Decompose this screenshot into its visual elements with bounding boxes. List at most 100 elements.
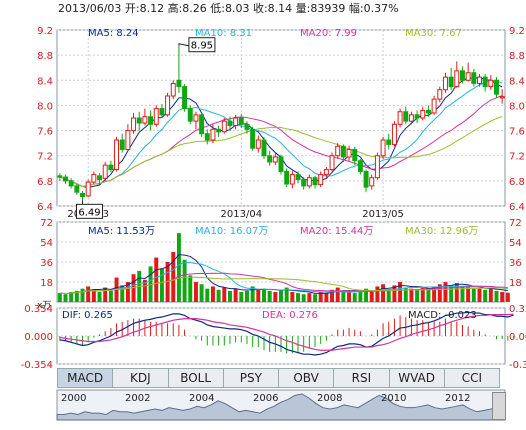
volume-bar	[69, 292, 74, 302]
candle-body	[289, 174, 295, 185]
volume-bar	[205, 288, 210, 302]
volume-bar	[477, 288, 482, 302]
timeline-year: 2000	[61, 393, 86, 404]
price-legend-ma30: MA30: 7.67	[405, 28, 462, 39]
candle-body	[482, 76, 488, 88]
volume-unit: x万	[37, 301, 51, 311]
volume-legend-ma20: MA20: 15.44万	[300, 226, 373, 237]
candle-body	[476, 76, 482, 84]
tab-psy[interactable]: PSY	[223, 368, 279, 388]
candle-body	[233, 117, 239, 127]
annotation-leader	[178, 43, 190, 47]
candle-body	[63, 176, 68, 182]
volume-bar	[182, 259, 187, 302]
dea-line	[59, 313, 514, 351]
volume-bar	[120, 285, 125, 302]
candle-body	[471, 72, 477, 84]
volume-tick-left: 36	[40, 258, 53, 269]
volume-bar	[222, 287, 227, 302]
candle-body	[261, 139, 267, 157]
volume-tick-right: 18	[509, 278, 522, 289]
candle-body	[80, 192, 86, 198]
volume-legend-ma5: MA5: 11.53万	[88, 226, 155, 237]
volume-ma10-line	[59, 261, 508, 295]
volume-bar	[176, 233, 181, 302]
volume-bar	[91, 289, 96, 302]
candle-body	[97, 175, 103, 181]
volume-bar	[103, 287, 108, 302]
volume-bar	[375, 286, 380, 302]
candle-body	[250, 128, 256, 149]
candle-body	[397, 111, 403, 125]
candle-body	[448, 76, 454, 88]
candle-body	[148, 116, 154, 125]
timeline-scroll-handle[interactable]	[492, 392, 506, 420]
volume-bar	[500, 292, 505, 302]
price-tick-right: 7.2	[509, 152, 525, 163]
volume-bar	[505, 292, 510, 302]
volume-bar	[398, 282, 403, 302]
candle-body	[170, 82, 176, 97]
dif-line	[59, 311, 514, 356]
tab-boll[interactable]: BOLL	[168, 368, 224, 388]
volume-bar	[97, 292, 102, 302]
volume-bar	[86, 286, 91, 302]
candle-body	[363, 170, 369, 188]
macd-tick-right: -0.354	[509, 360, 526, 371]
volume-bar	[250, 286, 255, 302]
candle-body	[193, 114, 199, 122]
candle-body	[131, 117, 137, 132]
volume-bar	[125, 282, 130, 302]
macd-tick-left: 0.354	[24, 304, 53, 315]
price-tick-right: 6.4	[509, 202, 525, 213]
volume-bar	[324, 293, 329, 302]
candle-body	[340, 145, 346, 158]
volume-bar	[142, 279, 147, 302]
tab-macd[interactable]: MACD	[57, 368, 114, 388]
macd-tick-right: 0.000	[509, 332, 526, 343]
candle-body	[136, 117, 142, 124]
volume-bar	[471, 288, 476, 302]
volume-bar	[341, 290, 346, 302]
macd-tick-left: 0.000	[24, 332, 53, 343]
tab-kdj[interactable]: KDJ	[113, 368, 169, 388]
tab-obv[interactable]: OBV	[279, 368, 335, 388]
macd-legend-dea: DEA: 0.276	[262, 310, 318, 321]
candle-body	[352, 148, 358, 162]
volume-bar	[466, 287, 471, 302]
tab-wvad[interactable]: WVAD	[389, 368, 445, 388]
candle-body	[57, 175, 63, 178]
volume-bar	[131, 274, 136, 302]
price-tick-left: 8.4	[37, 76, 53, 87]
volume-bar	[460, 286, 465, 302]
volume-bar	[256, 289, 261, 302]
tab-cci[interactable]: CCI	[444, 368, 500, 388]
candle-body	[238, 117, 244, 125]
volume-bar	[108, 290, 113, 302]
volume-bar	[216, 289, 221, 302]
macd-tick-right: 0.354	[509, 304, 526, 315]
candle-body	[199, 114, 205, 135]
volume-bar	[279, 289, 283, 302]
macd-legend-macd: MACD: -0.023	[408, 310, 477, 321]
candle-body	[357, 160, 363, 172]
volume-bar	[409, 288, 414, 302]
candle-body	[102, 164, 108, 179]
volume-bar	[188, 275, 193, 302]
candle-body	[142, 116, 148, 124]
candle-body	[420, 109, 426, 119]
tab-rsi[interactable]: RSI	[334, 368, 390, 388]
volume-bar	[494, 290, 499, 302]
volume-bar	[415, 289, 420, 302]
candle-body	[408, 114, 414, 122]
candle-body	[403, 111, 409, 122]
candle-body	[221, 120, 227, 133]
annotation-label: 6.49	[78, 207, 100, 218]
candle-body	[318, 174, 324, 186]
price-tick-left: 7.6	[37, 127, 53, 138]
volume-bar	[307, 293, 312, 302]
price-tick-left: 8.8	[37, 51, 53, 62]
ma10-line	[59, 79, 503, 188]
volume-bar	[449, 285, 454, 302]
